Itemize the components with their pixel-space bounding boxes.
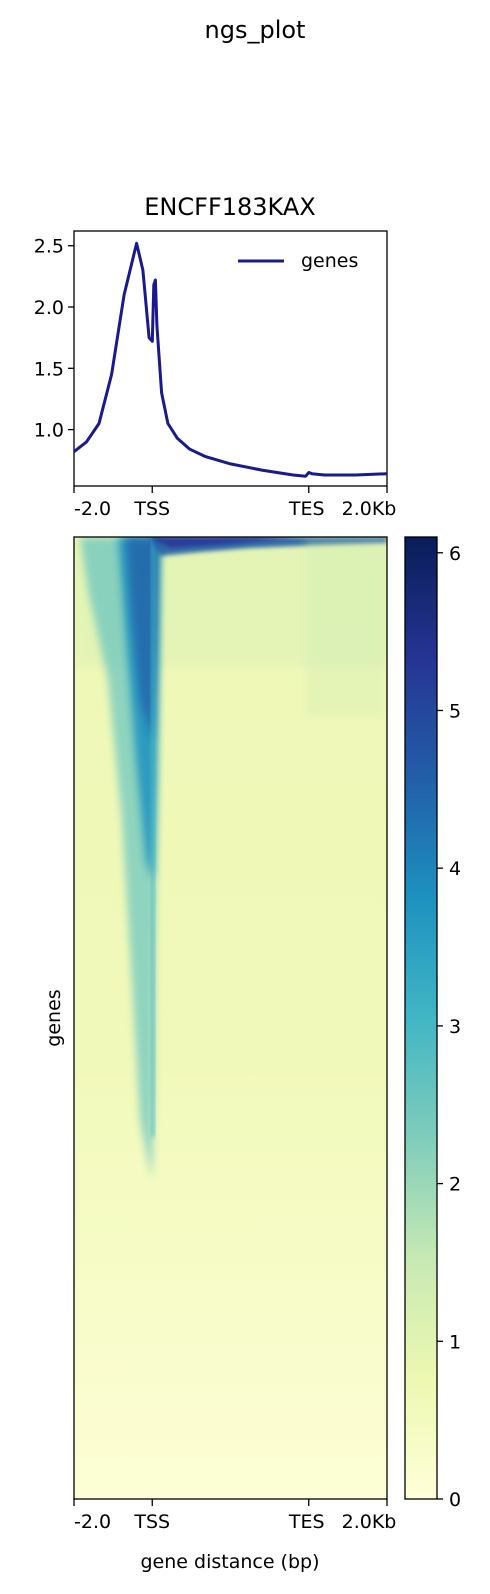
- profile-x-tick-label: TSS: [133, 498, 170, 520]
- profile-y-tick-label: 1.0: [34, 420, 64, 442]
- colorbar-tick-label: 0: [449, 1489, 461, 1511]
- colorbar-tick-label: 5: [449, 700, 461, 722]
- heatmap-frame: [73, 536, 388, 1500]
- profile-plot: ENCFF183KAX 1.0 1.5 2.0 2.5 -2.0 TSS TES 2.0Kb…: [34, 193, 397, 520]
- colorbar-axis: 0 1 2 3 4 5 6: [437, 543, 461, 1511]
- heatmap-x-axis: -2.0 TSS TES 2.0Kb: [73, 1499, 397, 1533]
- figure-suptitle: ngs_plot: [205, 16, 306, 44]
- heatmap-image: [74, 537, 387, 1499]
- heatmap-x-tick-label: -2.0: [74, 1511, 111, 1533]
- legend-label-genes: genes: [301, 250, 358, 272]
- heatmap-x-label: gene distance (bp): [140, 1551, 319, 1573]
- profile-x-tick-label: TES: [288, 498, 325, 520]
- profile-y-tick-label: 2.0: [34, 297, 64, 319]
- colorbar-tick-label: 3: [449, 1016, 461, 1038]
- profile-y-axis: 1.0 1.5 2.0 2.5: [34, 236, 74, 442]
- heatmap-x-tick-label: TSS: [133, 1511, 170, 1533]
- profile-x-tick-label: 2.0Kb: [342, 498, 397, 520]
- heatmap-plot: -2.0 TSS TES 2.0Kb gene distance (bp) genes: [43, 536, 397, 1573]
- profile-x-axis: -2.0 TSS TES 2.0Kb: [73, 486, 397, 520]
- heatmap-x-tick-label: 2.0Kb: [342, 1511, 397, 1533]
- profile-x-tick-label: -2.0: [74, 498, 111, 520]
- colorbar-frame: [404, 536, 438, 1500]
- heatmap-y-label: genes: [43, 989, 65, 1046]
- colorbar-tick-label: 6: [449, 543, 461, 565]
- profile-title: ENCFF183KAX: [144, 193, 315, 221]
- colorbar-tick-label: 2: [449, 1174, 461, 1196]
- profile-y-tick-label: 2.5: [34, 236, 64, 258]
- profile-y-tick-label: 1.5: [34, 358, 64, 380]
- profile-plot-frame: [73, 230, 388, 487]
- series-line-genes: [73, 241, 388, 478]
- heatmap-x-tick-label: TES: [288, 1511, 325, 1533]
- profile-legend: genes: [238, 250, 358, 272]
- colorbar: 0 1 2 3 4 5 6: [404, 536, 461, 1511]
- colorbar-gradient: [405, 537, 437, 1499]
- colorbar-tick-label: 1: [449, 1331, 461, 1353]
- colorbar-tick-label: 4: [449, 858, 461, 880]
